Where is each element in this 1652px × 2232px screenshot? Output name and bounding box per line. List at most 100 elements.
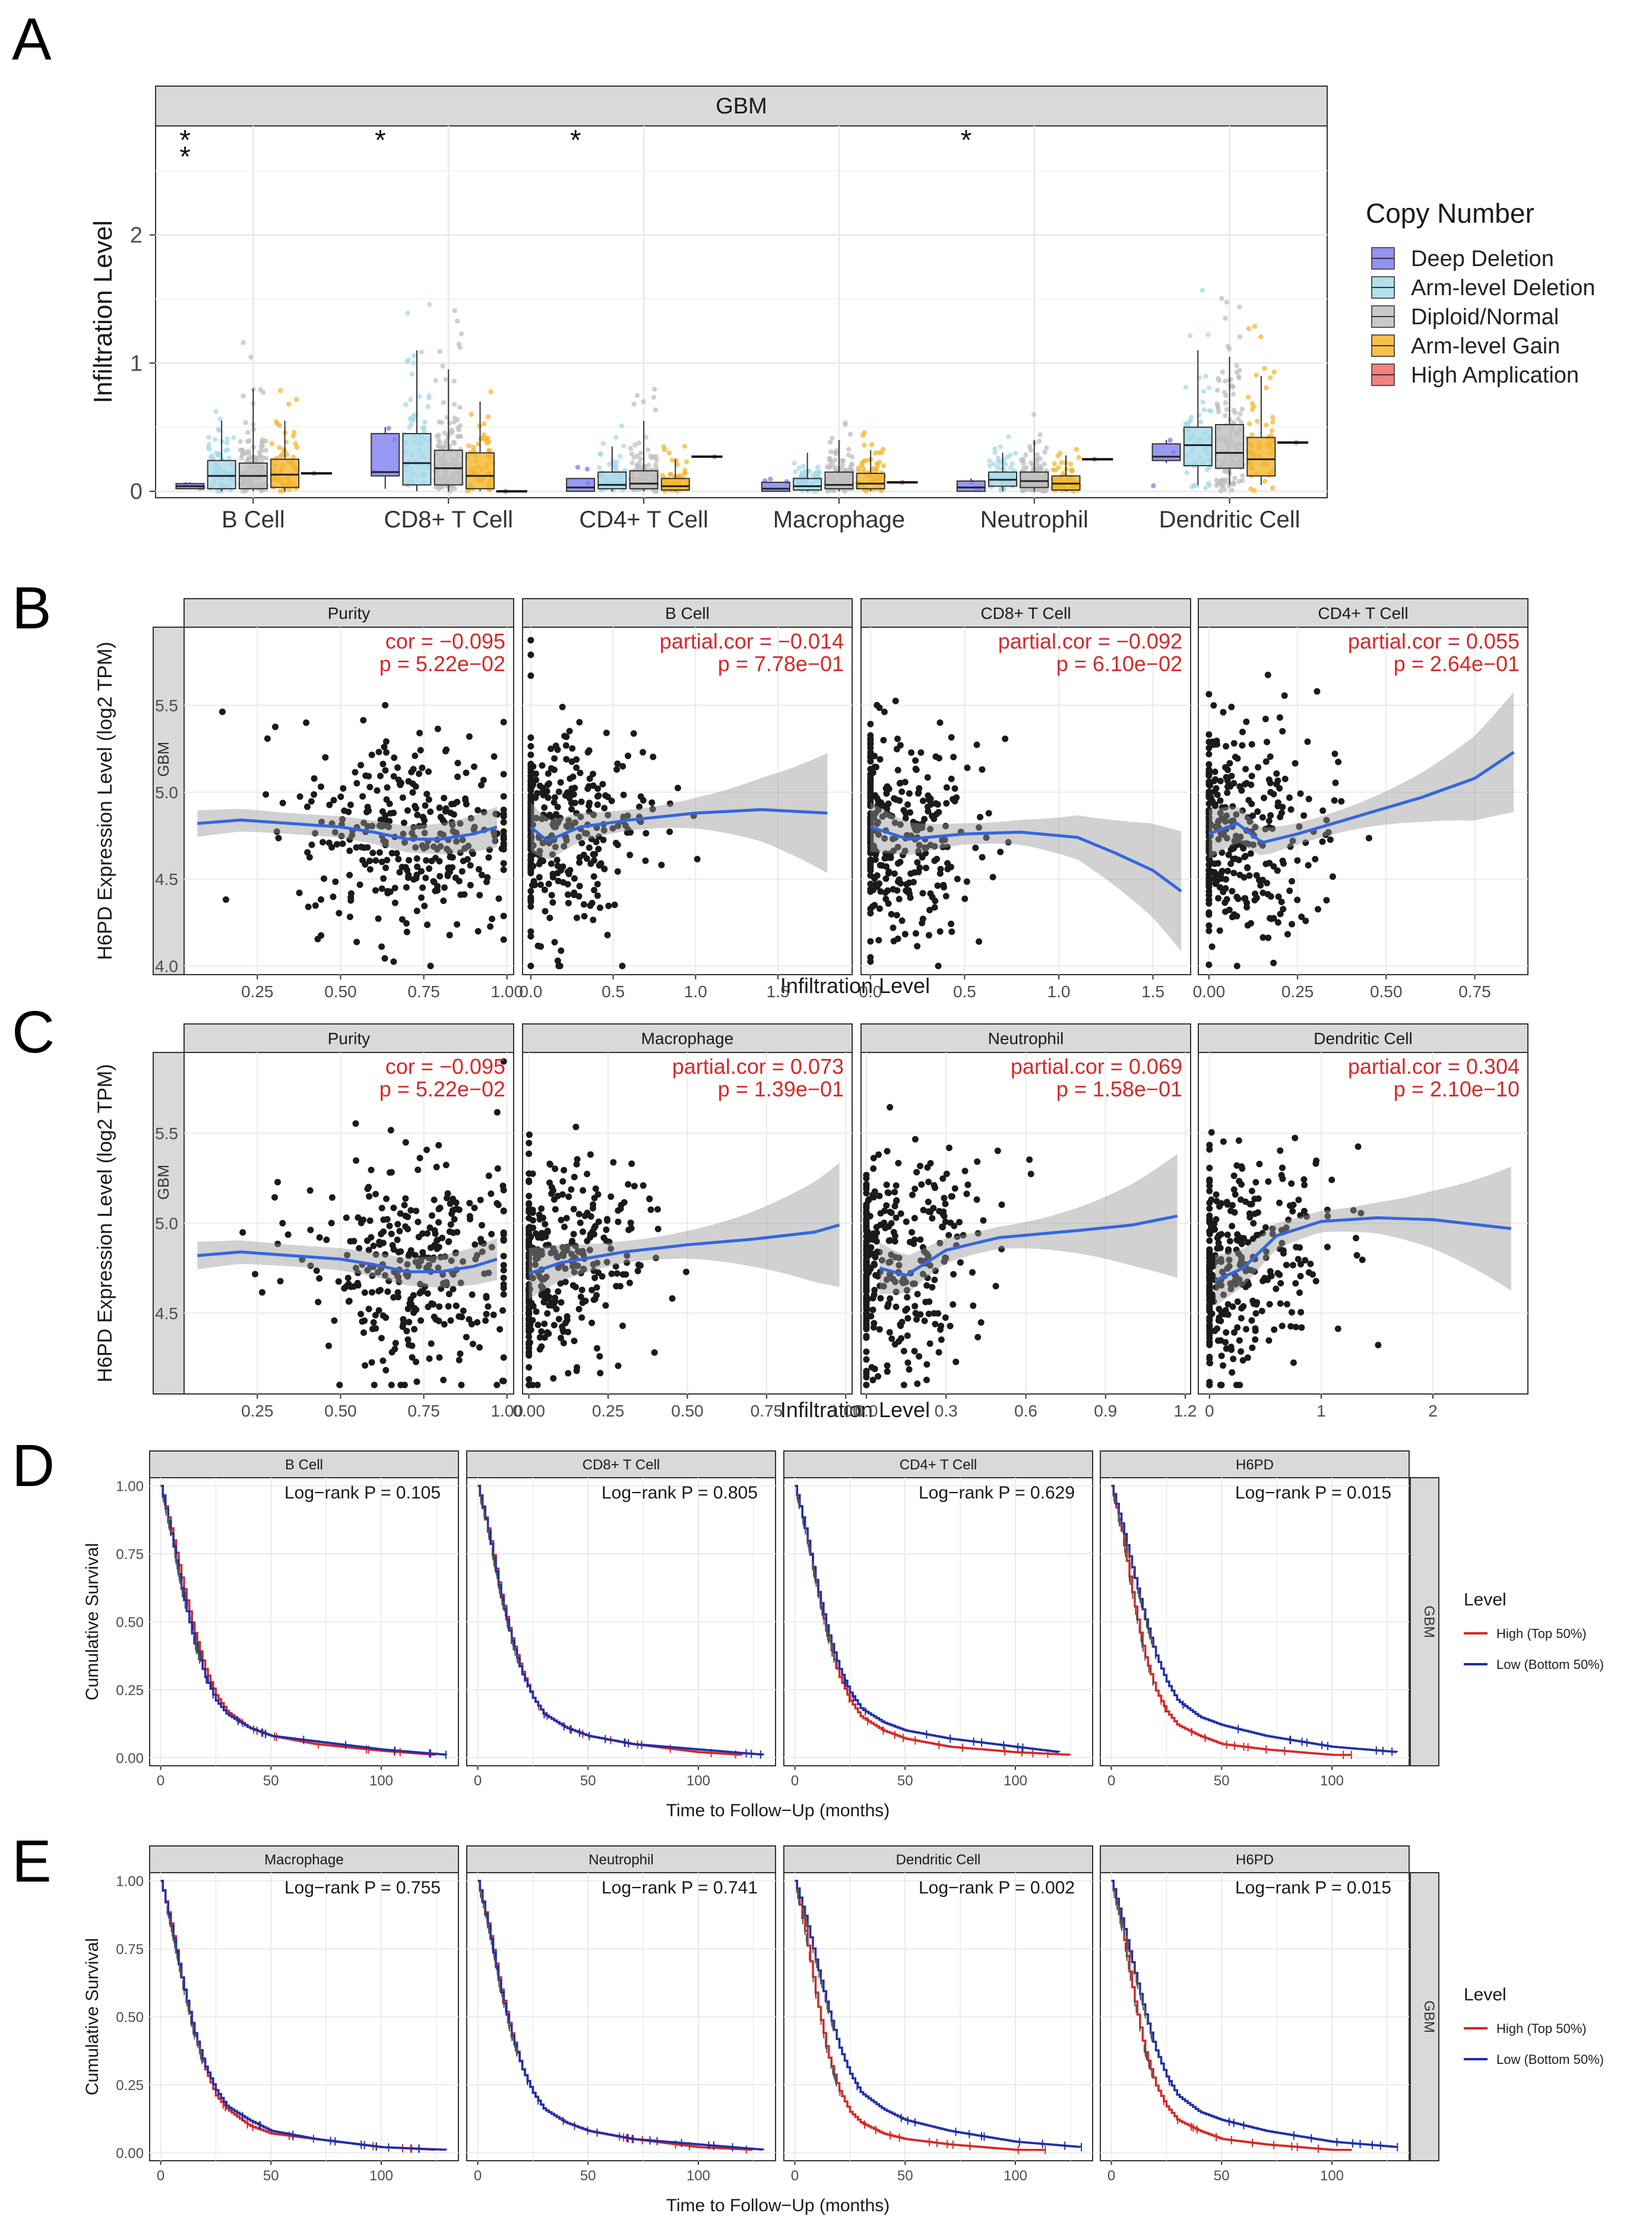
jitter-point	[1236, 479, 1242, 484]
scatter-point	[952, 1358, 960, 1365]
stat-pvalue: p = 7.78e−01	[718, 652, 844, 676]
scatter-point	[357, 1310, 365, 1317]
scatter-point	[1292, 1280, 1299, 1287]
scatter-point	[414, 1218, 422, 1225]
scatter-point	[1290, 1359, 1297, 1366]
scatter-point	[561, 1166, 568, 1174]
scatter-point	[390, 1204, 397, 1212]
jitter-point	[239, 452, 245, 458]
jitter-point	[290, 454, 296, 460]
scatter-point	[575, 1305, 583, 1313]
scatter-point	[1221, 899, 1229, 906]
scatter-point	[1332, 779, 1339, 786]
scatter-point	[882, 785, 890, 792]
facet-title: GBM	[716, 94, 767, 119]
scatter-point	[414, 811, 421, 818]
scatter-point	[369, 849, 376, 856]
scatter-point	[462, 795, 469, 802]
jitter-point	[286, 401, 292, 407]
scatter-point	[526, 1131, 533, 1138]
box-body	[371, 433, 400, 477]
scatter-point	[593, 1292, 600, 1299]
y-tick-label: 0.75	[116, 1942, 144, 1958]
scatter-point	[932, 1184, 939, 1191]
scatter-point	[578, 1286, 586, 1294]
scatter-point	[467, 862, 474, 869]
x-tick-label: 100	[369, 2168, 393, 2184]
jitter-point	[269, 441, 275, 447]
jitter-point	[469, 412, 474, 417]
scatter-point	[1230, 1172, 1238, 1180]
scatter-point	[863, 1203, 870, 1210]
scatter-point	[1247, 850, 1254, 857]
jitter-point	[646, 463, 651, 468]
scatter-point	[893, 1182, 900, 1189]
scatter-point	[890, 847, 897, 854]
scatter-point	[596, 1353, 603, 1360]
scatter-point	[1208, 943, 1216, 950]
scatter-point	[976, 824, 983, 831]
scatter-point	[413, 1358, 420, 1365]
scatter-point	[402, 864, 409, 871]
scatter-point	[435, 1142, 442, 1149]
scatter-point	[898, 917, 906, 924]
scatter-point	[1274, 1270, 1281, 1277]
scatter-point	[557, 779, 564, 786]
scatter-point	[564, 891, 571, 898]
scatter-point	[446, 931, 453, 938]
scatter-point	[578, 839, 586, 846]
scatter-point	[590, 873, 597, 880]
jitter-point	[1009, 461, 1015, 467]
scatter-point	[1277, 1147, 1284, 1154]
scatter-point	[888, 1335, 895, 1342]
scatter-point	[273, 828, 280, 835]
scatter-point	[1242, 766, 1249, 773]
scatter-point	[1314, 688, 1321, 695]
scatter-point	[413, 908, 420, 915]
scatter-point	[870, 1165, 877, 1172]
scatter-point	[471, 1204, 478, 1212]
scatter-point	[867, 752, 874, 759]
jitter-point	[238, 439, 243, 444]
stat-pvalue: p = 2.10e−10	[1394, 1077, 1520, 1101]
scatter-point	[329, 1194, 336, 1201]
jitter-point	[1185, 422, 1191, 428]
scatter-point	[651, 1349, 658, 1356]
scatter-point	[1329, 873, 1336, 880]
scatter-point	[1232, 855, 1239, 862]
scatter-point	[933, 855, 941, 862]
category-label: Neutrophil	[980, 507, 1088, 533]
scatter-point	[400, 1316, 407, 1323]
scatter-point	[347, 801, 354, 808]
stat-correlation: partial.cor = 0.069	[1011, 1054, 1182, 1079]
scatter-point	[388, 849, 395, 856]
scatter-point	[647, 1206, 654, 1213]
scatter-point	[526, 1193, 533, 1200]
category-label: CD8+ T Cell	[384, 507, 514, 533]
box-body	[466, 452, 495, 489]
scatter-point	[1255, 764, 1262, 771]
scatter-point	[1292, 1134, 1299, 1142]
scatter-point	[643, 830, 650, 837]
scatter-point	[1289, 1207, 1296, 1215]
scatter-point	[432, 1230, 439, 1237]
scatter-point	[1205, 731, 1213, 738]
scatter-point	[611, 901, 618, 908]
scatter-point	[555, 788, 562, 795]
scatter-point	[867, 793, 874, 801]
jitter-point	[1258, 334, 1264, 340]
jitter-point	[441, 400, 446, 405]
scatter-point	[911, 1215, 918, 1222]
jitter-point	[1200, 399, 1206, 405]
scatter-point	[1328, 1176, 1335, 1183]
scatter-point	[414, 1166, 422, 1174]
scatter-point	[391, 884, 398, 891]
y-tick-label: 1.00	[116, 1874, 144, 1890]
scatter-point	[417, 868, 425, 875]
scatter-point	[607, 1193, 615, 1200]
jitter-point	[293, 397, 299, 402]
scatter-point	[532, 794, 539, 801]
scatter-point	[555, 1316, 562, 1323]
scatter-point	[410, 1292, 417, 1299]
scatter-point	[548, 891, 555, 899]
